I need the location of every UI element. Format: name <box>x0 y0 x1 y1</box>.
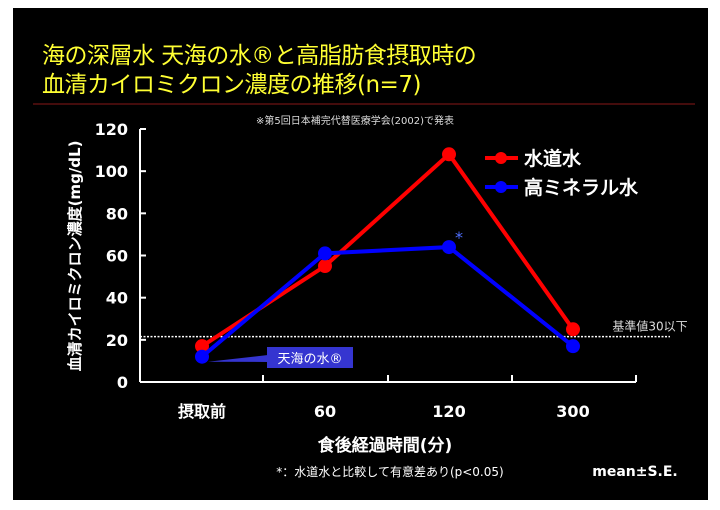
y-tick-label: 20 <box>106 331 128 350</box>
x-tick-label: 摂取前 <box>178 402 226 421</box>
data-point <box>442 240 456 255</box>
y-tick-label: 40 <box>106 289 128 308</box>
callout-pointer <box>208 355 268 362</box>
data-point <box>566 322 580 337</box>
x-tick-label: 300 <box>556 402 589 421</box>
y-tick-label: 60 <box>106 247 128 266</box>
data-point <box>195 349 209 364</box>
y-tick-label: 0 <box>117 373 128 392</box>
y-tick-label: 80 <box>106 204 128 223</box>
data-point <box>318 259 332 274</box>
x-tick-label: 60 <box>314 402 336 421</box>
significance-mark: * <box>455 228 463 247</box>
data-point <box>442 147 456 162</box>
callout-box <box>267 347 353 368</box>
x-tick-label: 120 <box>432 402 465 421</box>
x-axis-label: 食後経過時間(分) <box>318 435 453 456</box>
legend-label: 高ミネラル水 <box>524 176 639 199</box>
legend-marker <box>495 181 507 193</box>
legend-label: 水道水 <box>524 147 582 170</box>
callout-label: 天海の水® <box>277 352 342 367</box>
y-tick-label: 100 <box>95 162 128 181</box>
reference-line-label: 基準値30以下 <box>612 319 687 334</box>
series-line-1 <box>200 245 575 359</box>
y-tick-label: 120 <box>95 120 128 139</box>
title-line-2: 血清カイロミクロン濃度の推移(n=7) <box>42 72 421 98</box>
footnote: *：水道水と比較して有意差あり(p<0.05) <box>276 464 503 479</box>
source-note: ※第5回日本補完代替医療学会(2002)で発表 <box>256 114 454 127</box>
stat-note: mean±S.E. <box>592 464 678 480</box>
data-point <box>318 246 332 261</box>
legend-marker <box>495 152 507 164</box>
title-line-1: 海の深層水 天海の水®と高脂肪食摂取時の <box>42 43 477 69</box>
data-point <box>566 339 580 354</box>
slide-panel <box>13 8 708 500</box>
data-point <box>195 339 209 354</box>
y-axis-label: 血清カイロミクロン濃度(mg/dL) <box>66 141 84 372</box>
